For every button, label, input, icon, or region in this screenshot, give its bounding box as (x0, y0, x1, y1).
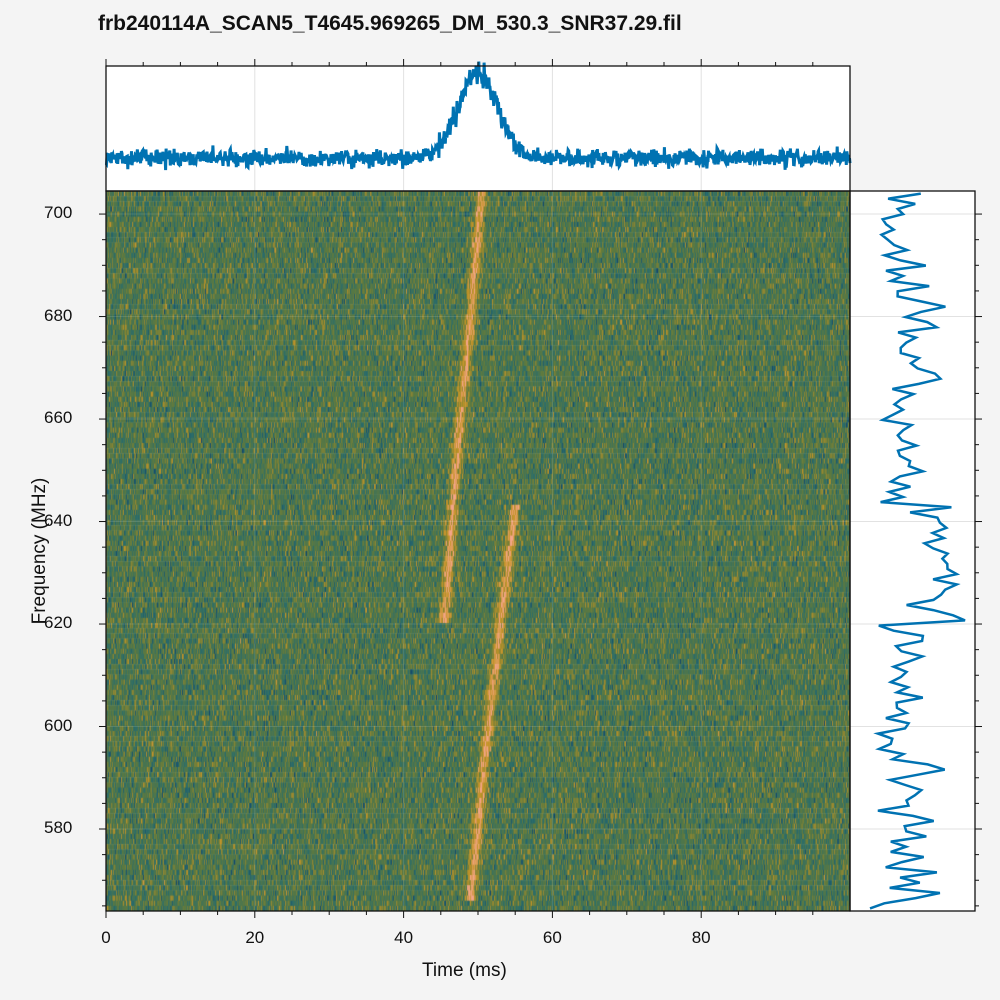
x-tick-label: 60 (542, 928, 562, 947)
spectrum-line (869, 192, 966, 910)
y-tick-label: 700 (44, 203, 73, 223)
x-tick-label: 80 (691, 928, 711, 947)
time-profile-background (106, 66, 850, 191)
spectrum-frame (849, 190, 976, 912)
y-tick-label: 680 (44, 305, 73, 325)
y-tick-label: 660 (44, 408, 73, 428)
y-tick-label: 620 (44, 613, 73, 633)
y-tick-label: 580 (44, 818, 73, 837)
x-tick-label: 20 (245, 928, 265, 947)
spectrum-background (850, 191, 975, 911)
heatmap-frame (105, 190, 851, 912)
x-tick-label: 40 (394, 928, 414, 947)
x-axis-label: Time (ms) (422, 960, 507, 981)
time-profile-line (104, 61, 852, 171)
x-tick-label: 0 (101, 928, 111, 947)
chart-title: frb240114A_SCAN5_T4645.969265_DM_530.3_S… (98, 12, 682, 35)
dynamic-spectrum-heatmap (106, 191, 850, 911)
y-tick-label: 640 (44, 510, 73, 530)
y-tick-label: 600 (44, 715, 73, 735)
